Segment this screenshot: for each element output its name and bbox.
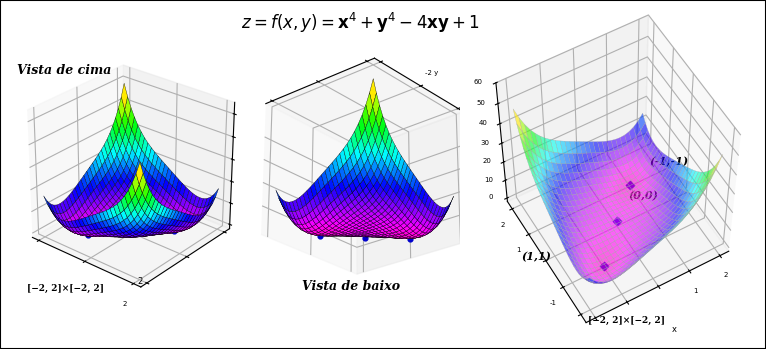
Text: [−2, 2]×[−2, 2]: [−2, 2]×[−2, 2] — [27, 284, 104, 293]
Text: (1,1): (1,1) — [521, 251, 551, 262]
Text: Vista de baixo: Vista de baixo — [302, 280, 400, 293]
Text: $\mathit{z = f}(\mathit{x,y})\mathit{= \mathbf{x}^4 + \mathbf{y}^4 - 4\mathbf{x}: $\mathit{z = f}(\mathit{x,y})\mathit{= \… — [241, 10, 480, 35]
Text: (-1,-1): (-1,-1) — [650, 156, 689, 167]
X-axis label: x: x — [671, 325, 676, 334]
Text: Vista de cima: Vista de cima — [18, 64, 112, 76]
Text: (0,0): (0,0) — [628, 190, 658, 201]
Text: [−2, 2]×[−2, 2]: [−2, 2]×[−2, 2] — [588, 315, 666, 325]
